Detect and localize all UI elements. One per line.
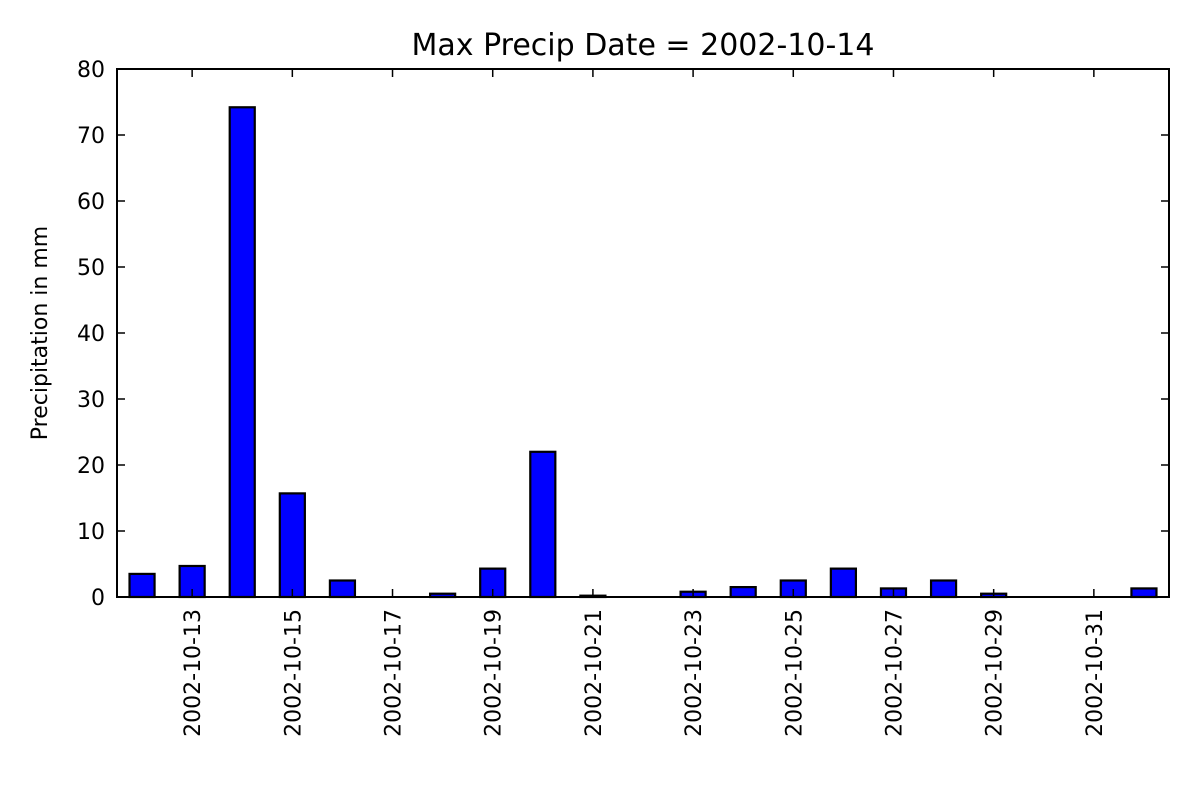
- bar-2002-10-20: [529, 450, 557, 599]
- bar-2002-10-28: [929, 579, 958, 599]
- y-tick-label: 0: [91, 586, 105, 611]
- bars-group: [128, 106, 1158, 599]
- x-tick-label: 2002-10-17: [382, 609, 407, 737]
- y-axis: 0 10 20 30 40 50 60 70 80: [77, 58, 1169, 611]
- bar-2002-10-14: [228, 106, 256, 599]
- bar-2002-10-12: [128, 572, 156, 599]
- y-tick-label: 40: [77, 322, 105, 347]
- y-tick-label: 60: [77, 190, 105, 215]
- x-tick-label: 2002-10-23: [682, 609, 707, 737]
- y-tick-label: 70: [77, 124, 105, 149]
- x-tick-label: 2002-10-31: [1083, 609, 1108, 737]
- y-axis-label: Precipitation in mm: [28, 226, 53, 440]
- x-tick-label: 2002-10-19: [482, 609, 507, 737]
- x-tick-label: 2002-10-15: [281, 609, 306, 737]
- bar-2002-10-15: [278, 492, 306, 599]
- x-tick-label: 2002-10-27: [882, 609, 907, 737]
- plot-frame: [116, 68, 1170, 598]
- chart-title: Max Precip Date = 2002-10-14: [412, 28, 875, 63]
- bar-2002-10-26: [829, 567, 858, 599]
- y-tick-label: 80: [77, 58, 105, 83]
- y-tick-label: 20: [77, 454, 105, 479]
- x-tick-label: 2002-10-25: [782, 609, 807, 737]
- y-tick-label: 30: [77, 388, 105, 413]
- x-tick-label: 2002-10-21: [582, 609, 607, 737]
- bar-2002-10-24: [729, 585, 757, 599]
- x-tick-label: 2002-10-29: [983, 609, 1008, 737]
- bar-2002-11-01: [1130, 587, 1158, 599]
- y-tick-label: 10: [77, 520, 105, 545]
- x-tick-label: 2002-10-13: [181, 609, 206, 737]
- bar-2002-10-16: [328, 579, 357, 599]
- x-axis: 2002-10-13 2002-10-15 2002-10-17 2002-10-19…: [181, 69, 1108, 737]
- y-tick-label: 50: [77, 256, 105, 281]
